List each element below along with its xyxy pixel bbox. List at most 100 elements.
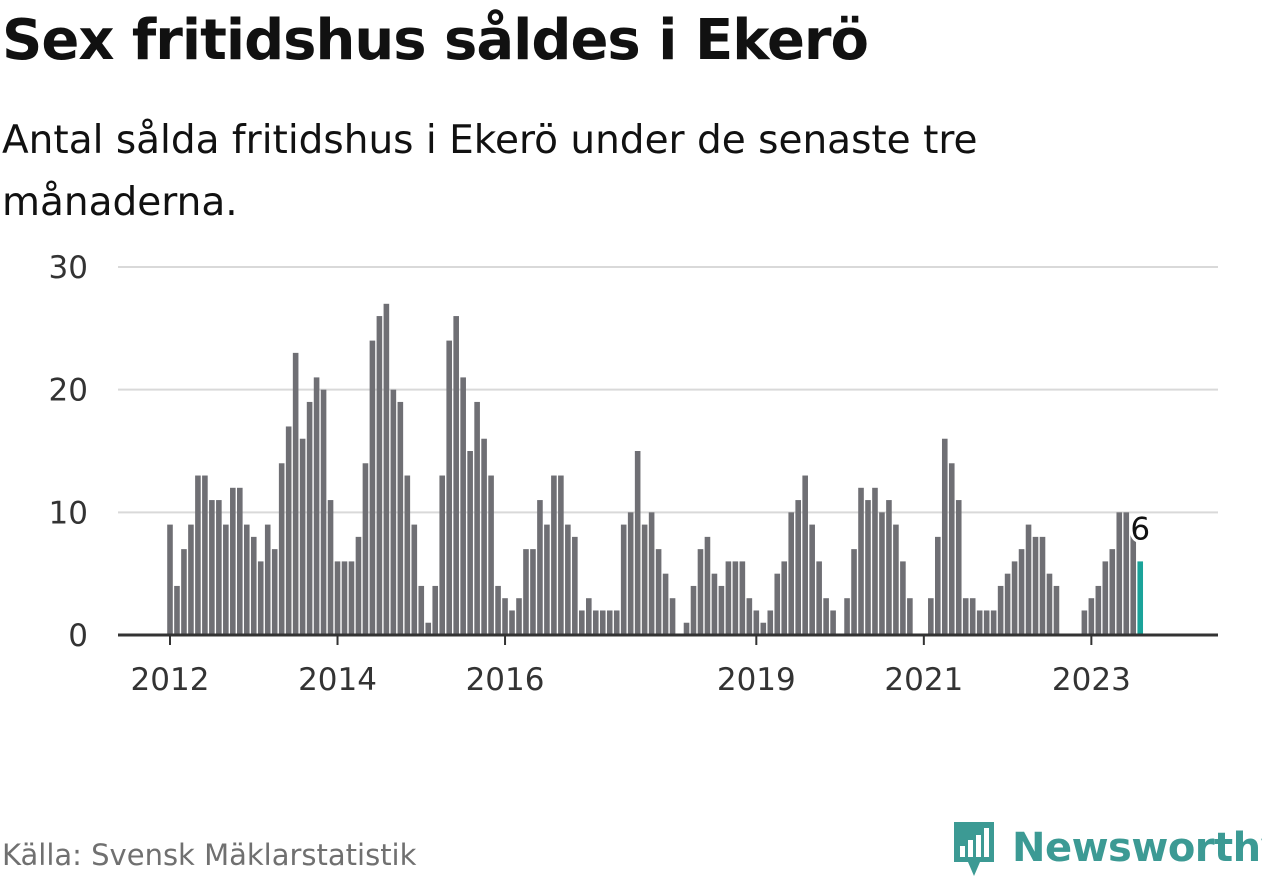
bar <box>879 512 885 635</box>
bar <box>983 610 990 635</box>
bar <box>565 524 571 635</box>
bars <box>167 303 1144 635</box>
bar <box>683 622 690 635</box>
bar <box>1088 598 1095 635</box>
bar <box>753 610 760 635</box>
x-tick-label: 2012 <box>131 662 210 698</box>
bar <box>292 352 299 635</box>
x-tick-label: 2016 <box>466 662 545 698</box>
labels: 0 10 20 30 2012 2014 2016 2019 2021 2023 6 <box>49 250 1154 698</box>
bar <box>962 598 969 635</box>
bar <box>802 475 808 635</box>
bar <box>467 451 473 635</box>
bar <box>941 438 948 635</box>
bar <box>1081 610 1088 635</box>
y-tick-label: 10 <box>49 495 88 531</box>
bar <box>620 524 627 635</box>
bar <box>369 340 376 635</box>
x-tick-label: 2023 <box>1052 662 1131 698</box>
bar <box>592 610 599 635</box>
bar <box>418 585 425 635</box>
newsworthy-logo: Newsworthy <box>950 818 1262 878</box>
bar <box>481 438 487 635</box>
source-note: Källa: Svensk Mäklarstatistik <box>2 838 417 872</box>
bar <box>725 561 732 635</box>
bar <box>844 598 850 635</box>
bar <box>271 549 278 635</box>
bar <box>257 561 264 635</box>
bar <box>955 500 962 635</box>
bar <box>1039 536 1046 635</box>
bar <box>453 316 459 635</box>
bar <box>446 340 452 635</box>
bar <box>474 401 480 635</box>
bar <box>634 451 641 635</box>
bar <box>613 610 620 635</box>
bar <box>900 561 906 635</box>
bar <box>264 524 271 635</box>
bar <box>376 316 383 635</box>
bar <box>851 549 857 635</box>
bar <box>711 573 718 635</box>
bar <box>250 536 257 635</box>
bar <box>886 500 892 635</box>
bar <box>502 598 508 635</box>
bar <box>774 573 781 635</box>
bar <box>362 463 369 635</box>
bar <box>223 524 229 635</box>
bar <box>1123 512 1130 635</box>
bar <box>516 598 522 635</box>
bar <box>167 524 173 635</box>
bar <box>306 401 313 635</box>
bar <box>285 426 292 635</box>
x-tick-label: 2019 <box>717 662 796 698</box>
bar <box>830 610 836 635</box>
bar <box>990 610 997 635</box>
bar <box>1053 585 1060 635</box>
bar <box>509 610 515 635</box>
bar <box>648 512 655 635</box>
bar <box>537 500 543 635</box>
bar <box>439 475 446 635</box>
bar <box>809 524 815 635</box>
bar <box>551 475 557 635</box>
bar <box>327 500 334 635</box>
y-tick-label: 20 <box>49 373 88 409</box>
bar <box>718 585 725 635</box>
chart-title: Sex fritidshus såldes i Ekerö <box>2 8 869 73</box>
bar <box>278 463 285 635</box>
bar <box>599 610 606 635</box>
brand-name: Newsworthy <box>1012 825 1262 871</box>
x-tick-label: 2021 <box>884 662 963 698</box>
bar <box>313 377 320 635</box>
bar <box>425 622 432 635</box>
bar <box>767 610 774 635</box>
bar <box>795 500 801 635</box>
bar <box>579 610 585 635</box>
bar <box>460 377 466 635</box>
bar <box>760 622 767 635</box>
bar <box>704 536 711 635</box>
bar <box>1102 561 1109 635</box>
bar <box>320 389 327 635</box>
bar <box>348 561 355 635</box>
bar <box>976 610 983 635</box>
bar <box>495 585 501 635</box>
bar <box>893 524 899 635</box>
bar <box>928 598 934 635</box>
bar <box>530 549 536 635</box>
chart-subtitle: Antal sålda fritidshus i Ekerö under de … <box>2 118 978 225</box>
bar <box>865 500 871 635</box>
bar <box>997 585 1004 635</box>
bar <box>1116 512 1123 635</box>
bar <box>732 561 739 635</box>
bar <box>334 561 341 635</box>
bar <box>697 549 704 635</box>
bar <box>746 598 753 635</box>
bar <box>1011 561 1018 635</box>
bar <box>781 561 788 635</box>
bar <box>390 389 397 635</box>
bar <box>586 598 592 635</box>
highlight-data-label: 6 <box>1130 511 1150 547</box>
bar <box>299 438 306 635</box>
